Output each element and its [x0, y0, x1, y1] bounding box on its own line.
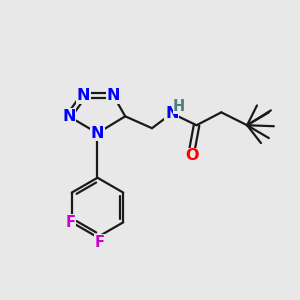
Text: N: N — [106, 88, 120, 103]
Text: F: F — [66, 215, 76, 230]
Text: N: N — [77, 88, 90, 103]
Text: O: O — [185, 148, 198, 164]
Text: N: N — [165, 106, 178, 121]
Text: F: F — [94, 235, 104, 250]
Text: N: N — [91, 126, 104, 141]
Text: N: N — [62, 109, 76, 124]
Text: H: H — [172, 99, 185, 114]
